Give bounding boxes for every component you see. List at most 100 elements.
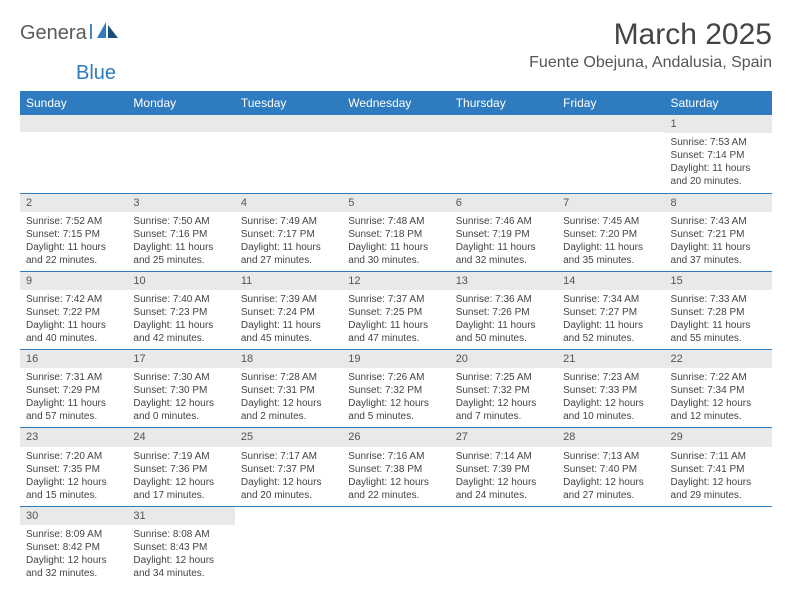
daylight-text: Daylight: 11 hours <box>26 241 121 254</box>
day-header: Friday <box>557 91 664 115</box>
daylight-text: and 15 minutes. <box>26 489 121 502</box>
day-cell: 22Sunrise: 7:22 AMSunset: 7:34 PMDayligh… <box>665 350 772 428</box>
sunrise-text: Sunrise: 7:14 AM <box>456 450 551 463</box>
day-number-bar <box>450 115 557 132</box>
week-row: 2Sunrise: 7:52 AMSunset: 7:15 PMDaylight… <box>20 193 772 271</box>
day-number: 7 <box>557 194 664 212</box>
sunset-text: Sunset: 7:37 PM <box>241 463 336 476</box>
sunrise-text: Sunrise: 7:20 AM <box>26 450 121 463</box>
day-body: Sunrise: 7:48 AMSunset: 7:18 PMDaylight:… <box>342 212 449 271</box>
daylight-text: Daylight: 12 hours <box>563 397 658 410</box>
day-cell: 6Sunrise: 7:46 AMSunset: 7:19 PMDaylight… <box>450 193 557 271</box>
daylight-text: and 22 minutes. <box>348 489 443 502</box>
day-body: Sunrise: 7:34 AMSunset: 7:27 PMDaylight:… <box>557 290 664 349</box>
sunrise-text: Sunrise: 7:48 AM <box>348 215 443 228</box>
daylight-text: and 2 minutes. <box>241 410 336 423</box>
day-body: Sunrise: 7:42 AMSunset: 7:22 PMDaylight:… <box>20 290 127 349</box>
day-body: Sunrise: 7:25 AMSunset: 7:32 PMDaylight:… <box>450 368 557 427</box>
sunrise-text: Sunrise: 7:42 AM <box>26 293 121 306</box>
sunrise-text: Sunrise: 7:39 AM <box>241 293 336 306</box>
daylight-text: and 32 minutes. <box>456 254 551 267</box>
day-body: Sunrise: 7:23 AMSunset: 7:33 PMDaylight:… <box>557 368 664 427</box>
daylight-text: Daylight: 11 hours <box>241 319 336 332</box>
logo: General <box>20 18 121 45</box>
day-cell <box>450 115 557 193</box>
daylight-text: and 52 minutes. <box>563 332 658 345</box>
daylight-text: Daylight: 12 hours <box>26 554 121 567</box>
day-number: 25 <box>235 428 342 446</box>
sunrise-text: Sunrise: 7:52 AM <box>26 215 121 228</box>
day-header: Monday <box>127 91 234 115</box>
day-number: 2 <box>20 194 127 212</box>
day-header: Saturday <box>665 91 772 115</box>
day-number: 31 <box>127 507 234 525</box>
day-cell: 8Sunrise: 7:43 AMSunset: 7:21 PMDaylight… <box>665 193 772 271</box>
day-number: 11 <box>235 272 342 290</box>
day-number: 20 <box>450 350 557 368</box>
daylight-text: Daylight: 12 hours <box>241 397 336 410</box>
day-cell <box>557 115 664 193</box>
day-body: Sunrise: 7:53 AMSunset: 7:14 PMDaylight:… <box>665 133 772 192</box>
daylight-text: and 27 minutes. <box>241 254 336 267</box>
sunset-text: Sunset: 7:39 PM <box>456 463 551 476</box>
sunrise-text: Sunrise: 7:26 AM <box>348 371 443 384</box>
daylight-text: Daylight: 11 hours <box>671 241 766 254</box>
daylight-text: Daylight: 12 hours <box>133 476 228 489</box>
day-header-row: Sunday Monday Tuesday Wednesday Thursday… <box>20 91 772 115</box>
sunrise-text: Sunrise: 7:46 AM <box>456 215 551 228</box>
sunset-text: Sunset: 7:16 PM <box>133 228 228 241</box>
logo-text-dark: Genera <box>20 22 87 45</box>
daylight-text: and 35 minutes. <box>563 254 658 267</box>
sunset-text: Sunset: 7:29 PM <box>26 384 121 397</box>
daylight-text: and 37 minutes. <box>671 254 766 267</box>
daylight-text: Daylight: 11 hours <box>348 319 443 332</box>
day-cell: 25Sunrise: 7:17 AMSunset: 7:37 PMDayligh… <box>235 428 342 506</box>
daylight-text: and 5 minutes. <box>348 410 443 423</box>
day-number: 15 <box>665 272 772 290</box>
sunset-text: Sunset: 7:34 PM <box>671 384 766 397</box>
daylight-text: and 17 minutes. <box>133 489 228 502</box>
day-cell: 11Sunrise: 7:39 AMSunset: 7:24 PMDayligh… <box>235 271 342 349</box>
daylight-text: Daylight: 12 hours <box>671 476 766 489</box>
daylight-text: Daylight: 11 hours <box>26 319 121 332</box>
daylight-text: and 10 minutes. <box>563 410 658 423</box>
week-row: 9Sunrise: 7:42 AMSunset: 7:22 PMDaylight… <box>20 271 772 349</box>
day-number: 9 <box>20 272 127 290</box>
day-body: Sunrise: 7:39 AMSunset: 7:24 PMDaylight:… <box>235 290 342 349</box>
day-header: Sunday <box>20 91 127 115</box>
daylight-text: and 29 minutes. <box>671 489 766 502</box>
sunrise-text: Sunrise: 7:31 AM <box>26 371 121 384</box>
daylight-text: and 27 minutes. <box>563 489 658 502</box>
day-cell: 7Sunrise: 7:45 AMSunset: 7:20 PMDaylight… <box>557 193 664 271</box>
day-cell: 9Sunrise: 7:42 AMSunset: 7:22 PMDaylight… <box>20 271 127 349</box>
sunset-text: Sunset: 7:24 PM <box>241 306 336 319</box>
day-number: 29 <box>665 428 772 446</box>
daylight-text: Daylight: 11 hours <box>456 319 551 332</box>
day-number-bar <box>557 115 664 132</box>
day-body: Sunrise: 7:17 AMSunset: 7:37 PMDaylight:… <box>235 447 342 506</box>
daylight-text: Daylight: 11 hours <box>671 162 766 175</box>
daylight-text: Daylight: 11 hours <box>456 241 551 254</box>
daylight-text: and 42 minutes. <box>133 332 228 345</box>
day-cell: 29Sunrise: 7:11 AMSunset: 7:41 PMDayligh… <box>665 428 772 506</box>
day-body: Sunrise: 7:49 AMSunset: 7:17 PMDaylight:… <box>235 212 342 271</box>
day-body: Sunrise: 7:31 AMSunset: 7:29 PMDaylight:… <box>20 368 127 427</box>
sunset-text: Sunset: 7:30 PM <box>133 384 228 397</box>
daylight-text: Daylight: 11 hours <box>563 241 658 254</box>
week-row: 1Sunrise: 7:53 AMSunset: 7:14 PMDaylight… <box>20 115 772 193</box>
day-cell: 21Sunrise: 7:23 AMSunset: 7:33 PMDayligh… <box>557 350 664 428</box>
daylight-text: Daylight: 12 hours <box>348 476 443 489</box>
week-row: 16Sunrise: 7:31 AMSunset: 7:29 PMDayligh… <box>20 350 772 428</box>
day-number: 28 <box>557 428 664 446</box>
day-cell <box>235 115 342 193</box>
sunrise-text: Sunrise: 7:34 AM <box>563 293 658 306</box>
calendar-table: Sunday Monday Tuesday Wednesday Thursday… <box>20 91 772 584</box>
sunset-text: Sunset: 7:22 PM <box>26 306 121 319</box>
day-body: Sunrise: 7:30 AMSunset: 7:30 PMDaylight:… <box>127 368 234 427</box>
day-number: 17 <box>127 350 234 368</box>
day-body: Sunrise: 7:52 AMSunset: 7:15 PMDaylight:… <box>20 212 127 271</box>
day-number: 26 <box>342 428 449 446</box>
day-number-bar <box>235 115 342 132</box>
sunset-text: Sunset: 7:28 PM <box>671 306 766 319</box>
day-cell <box>235 506 342 584</box>
